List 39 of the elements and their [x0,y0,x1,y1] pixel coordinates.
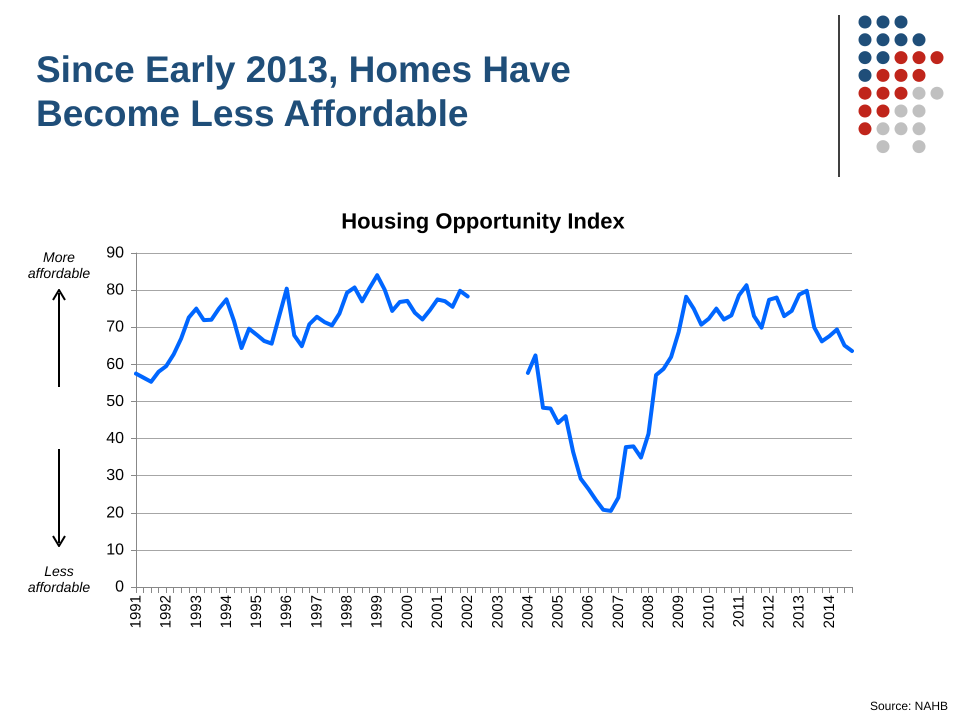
y-tick-label: 0 [115,578,124,596]
y-tick-label: 90 [106,244,124,262]
x-tick-label: 1995 [248,595,266,628]
chart-subtitle: Housing Opportunity Index [341,208,626,234]
x-tick-label: 2007 [610,595,627,628]
x-tick-label: 1994 [218,595,235,628]
x-tick-label: 1999 [368,595,386,628]
y-tick-label: 20 [106,504,124,522]
text: Less affordable [26,563,92,595]
x-tick-label: 2006 [580,595,597,628]
x-tick-label: 2002 [459,595,476,628]
x-tick-label: 1998 [338,595,356,628]
y-tick-label: 70 [106,318,124,336]
x-tick-label: 2000 [398,595,416,628]
x-tick-label: 1993 [188,595,205,628]
y-tick-label: 60 [106,356,124,373]
x-tick-label: 2005 [550,595,567,628]
source-note: Source: NAHB [870,699,948,713]
x-tick-label: 2012 [760,595,778,628]
chart-title: Since Early 2013, Homes Have Become Less Affordable [36,48,572,136]
y-tick-label: 10 [106,541,124,558]
x-tick-label: 2011 [730,595,748,628]
x-tick-label: 2004 [519,595,536,628]
text: More affordable [26,249,92,281]
x-tick-label: 2009 [670,595,688,628]
x-tick-label: 2001 [428,595,446,628]
x-tick-label: 2003 [489,595,506,628]
x-tick-label: 1991 [128,595,144,628]
x-tick-label: 1992 [158,595,175,628]
x-tick-label: 2013 [790,595,808,628]
x-tick-label: 2008 [640,595,658,628]
x-tick-label: 1997 [308,595,326,628]
y-tick-label: 30 [106,467,124,484]
y-tick-label: 40 [106,430,124,448]
x-tick-label: 2014 [820,595,838,628]
y-tick-label: 50 [106,392,124,410]
x-tick-label: 2010 [700,595,718,628]
x-tick-label: 1996 [278,595,296,628]
y-tick-label: 80 [106,282,124,299]
